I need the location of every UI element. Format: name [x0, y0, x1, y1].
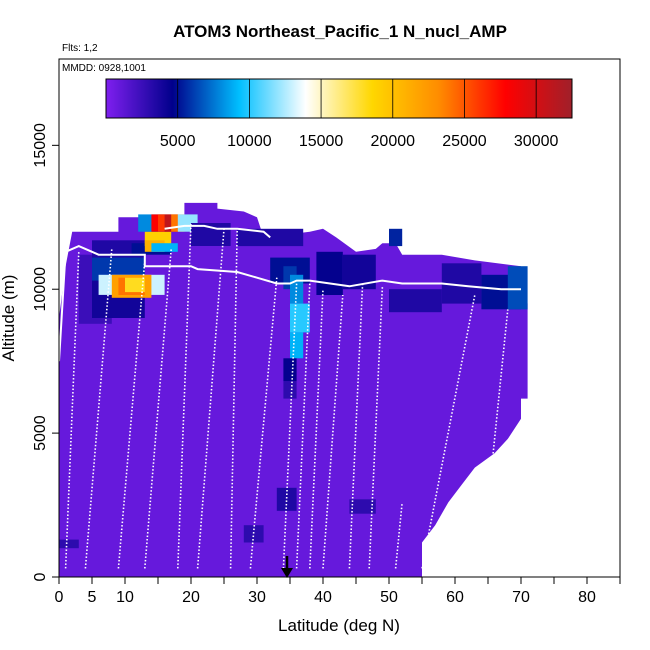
data-cell — [389, 289, 442, 313]
data-cell — [125, 277, 145, 293]
x-tick-label: 30 — [248, 589, 266, 606]
flight-profile — [84, 248, 113, 569]
position-marker — [281, 556, 293, 578]
flight-track-cruise — [59, 245, 521, 362]
data-cell — [283, 358, 297, 382]
colorbar-fill — [105, 78, 573, 119]
x-tick-label: 0 — [55, 589, 64, 606]
x-tick-label: 5 — [88, 589, 97, 606]
flight-track-upper — [164, 224, 271, 239]
flight-profile — [368, 286, 384, 569]
data-cell — [316, 251, 343, 295]
x-axis: 0 5 10 20 30 40 50 60 70 80 — [55, 577, 621, 606]
data-cell — [507, 266, 528, 310]
data-cell — [276, 487, 297, 511]
colorbar-tick-label: 5000 — [160, 133, 196, 150]
flight-profile — [177, 222, 192, 569]
x-tick-label: 60 — [446, 589, 464, 606]
colorbar-tick-label: 30000 — [514, 133, 559, 150]
date-note: MMDD: 0928,1001 — [62, 63, 146, 74]
data-cell — [151, 243, 178, 252]
data-cell — [290, 274, 304, 304]
colorbar-ticks: 5000 10000 15000 20000 25000 30000 — [160, 79, 559, 150]
x-axis-label: Latitude (deg N) — [278, 616, 400, 635]
y-axis-label: Altitude (m) — [0, 275, 18, 362]
colorbar-tick-label: 10000 — [227, 133, 272, 150]
y-tick-label: 15000 — [32, 123, 49, 168]
flight-profile — [309, 289, 324, 569]
data-cell — [59, 539, 79, 549]
flight-profile — [322, 294, 344, 569]
x-tick-label: 20 — [182, 589, 200, 606]
plot-frame — [58, 58, 621, 578]
data-cell — [290, 332, 304, 359]
x-tick-label: 50 — [380, 589, 398, 606]
data-cell — [389, 228, 403, 247]
y-axis: 0 5000 10000 15000 — [32, 123, 59, 581]
data-cell — [290, 303, 310, 333]
x-tick-label: 40 — [314, 589, 332, 606]
data-cell — [237, 228, 304, 247]
flight-track — [59, 222, 521, 569]
flight-profile — [117, 260, 146, 569]
colorbar-tick-label: 20000 — [371, 133, 416, 150]
x-tick-label: 80 — [578, 589, 596, 606]
y-tick-label: 0 — [32, 572, 49, 581]
data-cell — [243, 525, 264, 543]
x-tick-label: 70 — [512, 589, 530, 606]
flight-profile — [394, 502, 403, 569]
flight-profile — [480, 309, 509, 569]
y-tick-label: 10000 — [32, 267, 49, 312]
flight-profile — [421, 294, 476, 569]
flight-profile — [64, 251, 80, 569]
flights-note: Flts: 1,2 — [62, 43, 98, 54]
chart-title: ATOM3 Northeast_Pacific_1 N_nucl_AMP — [173, 22, 507, 41]
flight-profile — [196, 228, 225, 569]
colorbar: 5000 10000 15000 20000 25000 30000 — [105, 78, 573, 150]
flight-profile — [229, 228, 238, 569]
flight-profile — [144, 248, 172, 569]
data-cell — [349, 499, 376, 514]
y-tick-label: 5000 — [32, 415, 49, 451]
data-cell — [283, 381, 297, 399]
x-tick-label: 10 — [116, 589, 134, 606]
colorbar-tick-label: 25000 — [442, 133, 487, 150]
colorbar-tick-label: 15000 — [299, 133, 344, 150]
